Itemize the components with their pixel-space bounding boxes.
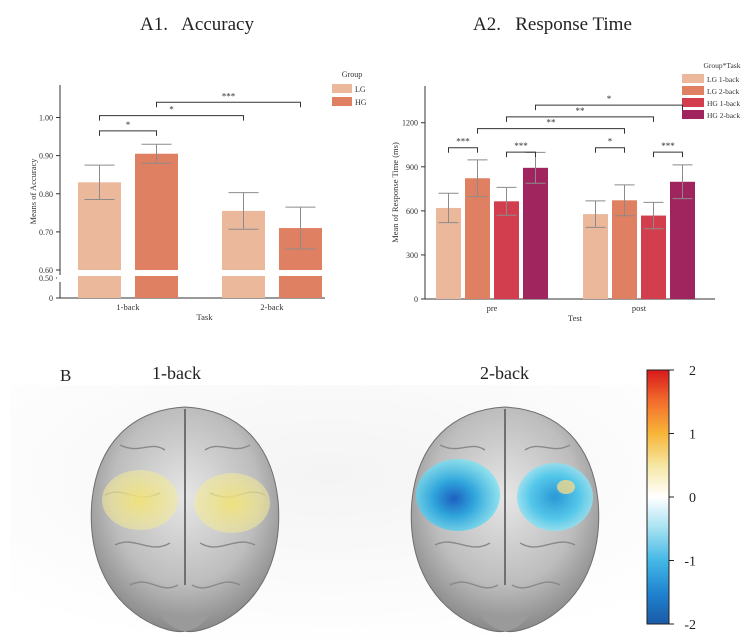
a1-title: A1. Accuracy <box>140 14 254 35</box>
significance-bracket <box>535 104 683 111</box>
colorbar-tick-label: 1 <box>689 428 696 443</box>
activation-left-2back <box>416 459 500 531</box>
y-tick-label: 0 <box>414 295 418 304</box>
bar-LG 1-back-post <box>583 214 608 299</box>
bar-HG 1-back-post <box>641 215 666 299</box>
legend-swatch-LG 1-back <box>682 74 704 83</box>
brain-1back <box>90 406 280 633</box>
y-tick-label: 0.90 <box>39 152 53 161</box>
y-tick-label: 1200 <box>402 119 418 128</box>
x-tick-label: 1-back <box>116 302 140 312</box>
legend-label-HG 1-back: HG 1-back <box>707 99 740 108</box>
brain-2back <box>410 406 600 633</box>
x-tick-label: 2-back <box>260 302 284 312</box>
significance-label: *** <box>514 141 528 151</box>
accuracy-chart: 0 0.500.60 0.70 0.80 0.90 1.00 Means of Accura… <box>28 70 367 322</box>
y-axis-label: Means of Accuracy <box>28 158 38 225</box>
y-tick-label: 300 <box>406 251 418 260</box>
legend-swatch-LG <box>332 84 352 93</box>
bar-HG 2-back-pre <box>523 167 548 299</box>
legend-title: Group*Task <box>704 61 741 70</box>
y-tick-label: 600 <box>406 207 418 216</box>
brain-images <box>10 385 650 641</box>
brain-title-1back: 1-back <box>152 363 201 383</box>
significance-bracket <box>595 147 625 153</box>
x-axis-label: Test <box>568 313 583 323</box>
panel-b-label: B <box>60 366 72 385</box>
significance-bracket <box>653 151 683 158</box>
y-tick-label: 0.70 <box>39 228 53 237</box>
x-axis-label: Task <box>197 312 214 322</box>
colorbar-tick-label: 0 <box>689 491 696 506</box>
significance-label: * <box>607 94 612 104</box>
response-time-chart: 0 300 600 900 1200 Mean of Response Time (ms)… <box>390 61 741 323</box>
bar-HG-1-back <box>135 153 178 270</box>
axis-break <box>57 275 65 282</box>
y-tick-label: 0.80 <box>39 190 53 199</box>
legend-title: Group <box>342 70 362 79</box>
significance-label: ** <box>547 118 557 128</box>
y-tick-label: 1.00 <box>39 114 53 123</box>
y-tick-label: 0.60 <box>39 266 53 275</box>
significance-bracket <box>156 101 301 108</box>
y-tick-label: 0.50 <box>39 274 53 283</box>
significance-bracket <box>477 128 625 134</box>
significance-label: * <box>169 105 174 115</box>
significance-label: * <box>608 137 613 147</box>
significance-bracket <box>99 115 244 121</box>
x-tick-label: post <box>632 303 647 313</box>
colorbar-tick-label: -1 <box>684 555 696 570</box>
legend-label-HG: HG <box>355 98 367 107</box>
activation-right-1back <box>194 473 270 533</box>
bar-LG 2-back-post <box>612 200 637 299</box>
colorbar-tick-label: -2 <box>684 618 696 633</box>
significance-bracket <box>99 130 157 136</box>
bar-base-LG-2-back <box>222 276 265 298</box>
y-tick-label: 0 <box>49 294 53 303</box>
brain-title-2back: 2-back <box>480 363 529 383</box>
a2-title: A2. Response Time <box>473 14 632 35</box>
x-tick-label: pre <box>487 303 498 313</box>
legend-swatch-HG 2-back <box>682 110 704 119</box>
significance-label: *** <box>661 141 675 151</box>
significance-bracket <box>448 147 478 153</box>
legend-swatch-HG 1-back <box>682 98 704 107</box>
y-tick-label: 900 <box>406 163 418 172</box>
activation-left-1back <box>102 470 178 530</box>
bar-HG 2-back-post <box>670 181 695 299</box>
activation-right-2back <box>517 463 593 531</box>
significance-label: ** <box>576 106 586 116</box>
legend-label-LG: LG <box>355 85 366 94</box>
bar-base-HG-2-back <box>279 276 322 298</box>
y-axis-label: Mean of Response Time (ms) <box>390 142 400 243</box>
colorbar-gradient <box>646 369 670 625</box>
significance-label: * <box>126 120 131 130</box>
significance-label: *** <box>456 137 470 147</box>
significance-bracket <box>506 151 536 158</box>
significance-bracket <box>506 116 654 122</box>
legend-label-LG 1-back: LG 1-back <box>707 75 740 84</box>
bar-LG 2-back-pre <box>465 178 490 299</box>
colorbar-tick-label: 2 <box>689 364 696 379</box>
legend-label-LG 2-back: LG 2-back <box>707 87 740 96</box>
bar-base-LG-1-back <box>78 276 121 298</box>
legend-swatch-HG <box>332 97 352 106</box>
bar-HG 1-back-pre <box>494 201 519 299</box>
significance-label: *** <box>222 91 236 101</box>
legend-swatch-LG 2-back <box>682 86 704 95</box>
legend-label-HG 2-back: HG 2-back <box>707 111 740 120</box>
colorbar: 2 1 0 -1 -2 <box>646 364 696 633</box>
bar-base-HG-1-back <box>135 276 178 298</box>
